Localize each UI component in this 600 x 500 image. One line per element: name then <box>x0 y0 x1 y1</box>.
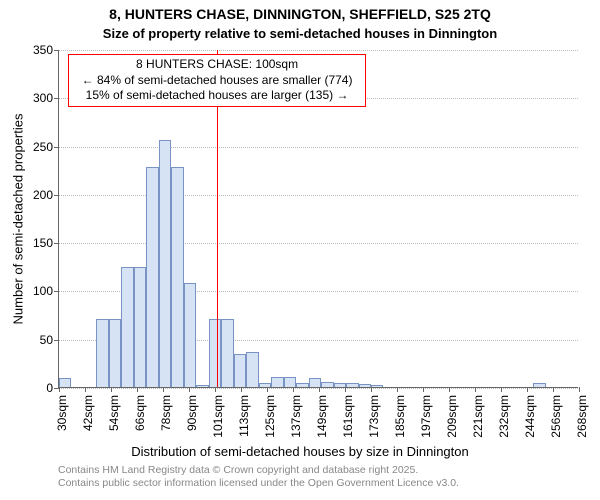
xtick-label: 30sqm <box>55 395 69 431</box>
xtick-label: 90sqm <box>185 395 199 431</box>
xtick-mark <box>163 387 164 392</box>
y-axis-label: Number of semi-detached properties <box>11 114 26 325</box>
ytick-label: 0 <box>46 381 59 395</box>
ytick-label: 200 <box>33 188 59 202</box>
histogram-bar <box>346 383 358 387</box>
xtick-label: 268sqm <box>575 395 589 438</box>
histogram-bar <box>146 167 158 387</box>
grid-line <box>59 243 578 244</box>
xtick-mark <box>423 387 424 392</box>
histogram-bar <box>196 385 208 387</box>
xtick-label: 125sqm <box>263 395 277 438</box>
attribution-line: Contains HM Land Registry data © Crown c… <box>58 464 459 477</box>
annotation-line: 15% of semi-detached houses are larger (… <box>73 88 361 104</box>
histogram-bar <box>533 383 545 387</box>
histogram-bar <box>184 283 196 387</box>
ytick-label: 50 <box>40 333 59 347</box>
histogram-bar <box>134 267 146 387</box>
xtick-mark <box>527 387 528 392</box>
xtick-label: 66sqm <box>133 395 147 431</box>
xtick-label: 137sqm <box>289 395 303 438</box>
grid-line <box>59 147 578 148</box>
xtick-mark <box>59 387 60 392</box>
xtick-label: 221sqm <box>471 395 485 438</box>
histogram-bar <box>284 377 296 387</box>
histogram-bar <box>221 319 233 387</box>
reference-annotation: 8 HUNTERS CHASE: 100sqm← 84% of semi-det… <box>68 54 366 107</box>
xtick-mark <box>137 387 138 392</box>
xtick-mark <box>215 387 216 392</box>
chart-subtitle: Size of property relative to semi-detach… <box>0 26 600 41</box>
xtick-mark <box>501 387 502 392</box>
xtick-label: 54sqm <box>107 395 121 431</box>
ytick-label: 250 <box>33 140 59 154</box>
histogram-bar <box>371 385 383 387</box>
xtick-label: 101sqm <box>211 395 225 438</box>
xtick-mark <box>319 387 320 392</box>
xtick-mark <box>111 387 112 392</box>
x-axis-label: Distribution of semi-detached houses by … <box>0 444 600 459</box>
histogram-bar <box>159 140 171 387</box>
histogram-bar <box>171 167 183 387</box>
attribution-text: Contains HM Land Registry data © Crown c… <box>58 464 459 490</box>
xtick-mark <box>189 387 190 392</box>
xtick-label: 149sqm <box>315 395 329 438</box>
xtick-mark <box>345 387 346 392</box>
plot-area: 05010015020025030035030sqm42sqm54sqm66sq… <box>58 50 578 388</box>
chart-title: 8, HUNTERS CHASE, DINNINGTON, SHEFFIELD,… <box>0 6 600 22</box>
xtick-mark <box>397 387 398 392</box>
ytick-label: 150 <box>33 236 59 250</box>
annotation-line: 8 HUNTERS CHASE: 100sqm <box>73 57 361 73</box>
histogram-bar <box>59 378 71 387</box>
grid-line <box>59 50 578 51</box>
xtick-mark <box>293 387 294 392</box>
xtick-label: 209sqm <box>445 395 459 438</box>
histogram-bar <box>309 378 321 387</box>
annotation-line: ← 84% of semi-detached houses are smalle… <box>73 73 361 89</box>
xtick-label: 197sqm <box>419 395 433 438</box>
xtick-mark <box>553 387 554 392</box>
histogram-bar <box>296 383 308 387</box>
xtick-label: 185sqm <box>393 395 407 438</box>
histogram-bar <box>109 319 121 387</box>
histogram-bar <box>321 382 333 387</box>
histogram-bar <box>259 383 271 387</box>
xtick-mark <box>241 387 242 392</box>
histogram-chart: 8, HUNTERS CHASE, DINNINGTON, SHEFFIELD,… <box>0 0 600 500</box>
xtick-mark <box>475 387 476 392</box>
xtick-mark <box>85 387 86 392</box>
xtick-label: 161sqm <box>341 395 355 438</box>
ytick-label: 100 <box>33 284 59 298</box>
histogram-bar <box>121 267 133 387</box>
xtick-mark <box>449 387 450 392</box>
ytick-label: 350 <box>33 43 59 57</box>
histogram-bar <box>209 319 221 387</box>
xtick-label: 113sqm <box>237 395 251 437</box>
xtick-mark <box>371 387 372 392</box>
xtick-label: 173sqm <box>367 395 381 438</box>
histogram-bar <box>359 384 371 387</box>
xtick-label: 232sqm <box>497 395 511 438</box>
histogram-bar <box>271 377 283 387</box>
xtick-mark <box>267 387 268 392</box>
histogram-bar <box>96 319 108 387</box>
ytick-label: 300 <box>33 91 59 105</box>
xtick-label: 42sqm <box>81 395 95 431</box>
xtick-mark <box>579 387 580 392</box>
grid-line <box>59 195 578 196</box>
xtick-label: 256sqm <box>549 395 563 438</box>
histogram-bar <box>234 354 246 387</box>
attribution-line: Contains public sector information licen… <box>58 477 459 490</box>
xtick-label: 244sqm <box>523 395 537 438</box>
xtick-label: 78sqm <box>159 395 173 431</box>
histogram-bar <box>246 352 258 387</box>
